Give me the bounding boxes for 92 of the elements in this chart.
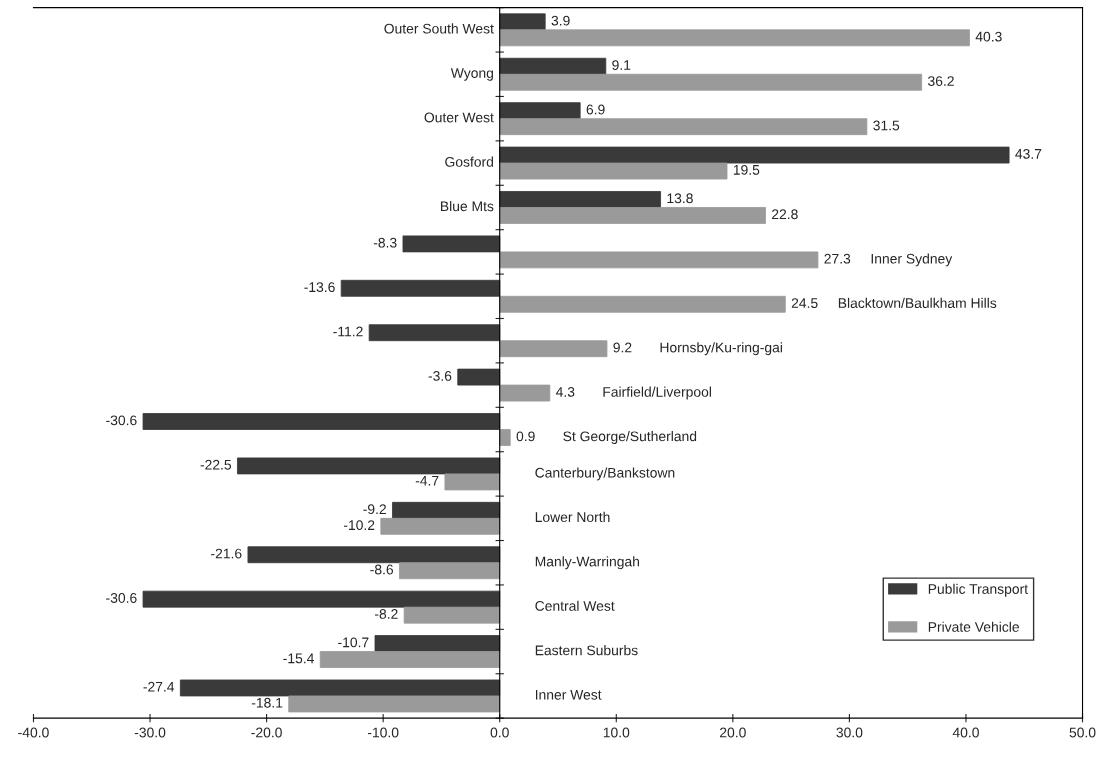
- x-tick-label: 40.0: [952, 727, 979, 738]
- data-label: 6.9: [586, 104, 605, 115]
- data-label: -15.4: [283, 653, 314, 664]
- data-label: -10.7: [338, 637, 369, 648]
- bar: [319, 651, 501, 668]
- legend-label: Public Transport: [928, 583, 1028, 597]
- y-tick-label: Inner West: [535, 689, 602, 700]
- bar: [392, 501, 501, 519]
- data-label: -18.1: [251, 697, 283, 708]
- bar: [340, 279, 501, 297]
- bar: [142, 413, 501, 430]
- bar: [499, 162, 728, 180]
- data-label: 40.3: [975, 31, 1002, 42]
- bar: [247, 546, 501, 564]
- bar: [499, 295, 786, 313]
- data-label: -22.5: [200, 459, 232, 470]
- data-label: 9.2: [613, 342, 632, 353]
- data-label: -21.6: [211, 548, 242, 559]
- y-tick-label: Hornsby/Ku-ring-gai: [660, 342, 782, 356]
- data-label: 31.5: [873, 120, 900, 131]
- data-label: -27.4: [143, 681, 175, 692]
- y-tick-label: Outer South West: [384, 23, 494, 34]
- data-label: -8.6: [370, 564, 394, 575]
- bar: [444, 473, 501, 491]
- bar: [499, 57, 607, 75]
- data-label: 13.8: [667, 193, 693, 204]
- bar: [380, 517, 501, 535]
- data-label: -3.6: [428, 371, 452, 381]
- bar: [499, 13, 546, 31]
- y-tick-label: Fairfield/Liverpool: [603, 386, 711, 400]
- y-tick-label: Blacktown/Baulkham Hills: [838, 297, 997, 309]
- y-tick-label: Eastern Suburbs: [535, 645, 638, 656]
- bar: [499, 207, 766, 224]
- x-tick-label: 20.0: [720, 727, 746, 738]
- x-tick-label: -30.0: [134, 727, 166, 738]
- y-tick-label: St George/Sutherland: [563, 431, 697, 444]
- data-label: 19.5: [733, 164, 760, 175]
- y-tick-label: Wyong: [450, 68, 493, 81]
- data-label: -13.6: [304, 282, 335, 293]
- data-label: 36.2: [928, 76, 954, 86]
- x-tick-label: 50.0: [1069, 727, 1096, 738]
- bar: [368, 324, 501, 342]
- y-tick-label: Canterbury/Bankstown: [535, 467, 675, 481]
- x-tick-label: 10.0: [603, 727, 630, 738]
- bar: [499, 340, 608, 358]
- data-label: 27.3: [824, 253, 851, 264]
- bar: [499, 102, 581, 120]
- bar: [499, 429, 511, 446]
- legend-label: Private Vehicle: [928, 621, 1019, 632]
- bar: [499, 146, 1010, 164]
- data-label: 43.7: [1015, 148, 1042, 159]
- data-label: 22.8: [772, 209, 798, 220]
- bar: [499, 251, 819, 269]
- bar: [288, 695, 501, 713]
- data-label: 3.9: [551, 15, 570, 26]
- data-label: -9.2: [363, 504, 386, 515]
- data-label: -4.7: [415, 475, 439, 486]
- bar: [142, 590, 501, 608]
- bar: [237, 457, 501, 475]
- data-label: -30.6: [106, 415, 137, 426]
- data-label: 4.3: [555, 386, 575, 397]
- y-tick-label: Lower North: [535, 511, 610, 523]
- bar: [402, 235, 501, 253]
- bar: [403, 606, 501, 624]
- x-tick-label: 30.0: [836, 727, 863, 738]
- bar: [499, 73, 923, 91]
- bar: [457, 368, 501, 386]
- y-tick-label: Outer West: [424, 112, 494, 123]
- bar: [499, 118, 868, 136]
- x-tick-label: -20.0: [251, 727, 282, 738]
- x-tick-label: 0.0: [490, 727, 509, 738]
- data-label: -30.6: [106, 593, 137, 603]
- data-label: 24.5: [791, 298, 818, 309]
- bar: [499, 384, 551, 402]
- data-label: -8.3: [373, 237, 397, 248]
- bar: [399, 562, 501, 580]
- data-label: -8.2: [375, 609, 398, 619]
- y-tick-label: Inner Sydney: [871, 253, 953, 267]
- data-label: 0.9: [516, 431, 535, 442]
- bar: [499, 191, 661, 208]
- data-label: 9.1: [612, 60, 631, 70]
- data-label: -10.2: [343, 520, 375, 531]
- y-tick-label: Central West: [535, 600, 615, 611]
- data-label: -11.2: [333, 326, 363, 337]
- y-tick-label: Blue Mts: [441, 201, 494, 212]
- y-tick-label: Manly-Warringah: [535, 556, 640, 570]
- bar: [374, 635, 501, 652]
- bar: [179, 679, 501, 697]
- y-tick-label: Gosford: [445, 156, 493, 167]
- x-tick-label: -40.0: [18, 727, 49, 738]
- x-tick-label: -10.0: [367, 727, 399, 738]
- bar: [499, 29, 970, 47]
